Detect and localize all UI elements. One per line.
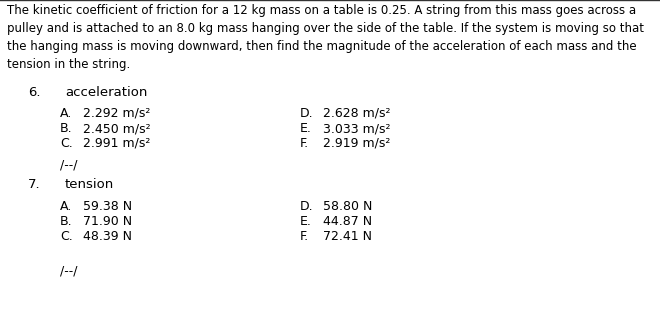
Text: 2.628 m/s²: 2.628 m/s² bbox=[323, 107, 391, 120]
Text: 6.: 6. bbox=[28, 86, 40, 99]
Text: 44.87 N: 44.87 N bbox=[323, 215, 372, 228]
Text: A.: A. bbox=[60, 200, 72, 213]
Text: F.: F. bbox=[300, 137, 309, 150]
Text: C.: C. bbox=[60, 230, 73, 243]
Text: 58.80 N: 58.80 N bbox=[323, 200, 372, 213]
Text: /--/: /--/ bbox=[60, 158, 77, 171]
Text: 2.991 m/s²: 2.991 m/s² bbox=[83, 137, 150, 150]
Text: tension: tension bbox=[65, 178, 114, 191]
Text: 7.: 7. bbox=[28, 178, 41, 191]
Text: D.: D. bbox=[300, 200, 314, 213]
Text: acceleration: acceleration bbox=[65, 86, 147, 99]
Text: 48.39 N: 48.39 N bbox=[83, 230, 132, 243]
Text: B.: B. bbox=[60, 215, 73, 228]
Text: C.: C. bbox=[60, 137, 73, 150]
Text: E.: E. bbox=[300, 215, 312, 228]
Text: 2.919 m/s²: 2.919 m/s² bbox=[323, 137, 390, 150]
Text: D.: D. bbox=[300, 107, 314, 120]
Text: E.: E. bbox=[300, 122, 312, 135]
Text: 72.41 N: 72.41 N bbox=[323, 230, 372, 243]
Text: /--/: /--/ bbox=[60, 264, 77, 277]
Text: A.: A. bbox=[60, 107, 72, 120]
Text: 71.90 N: 71.90 N bbox=[83, 215, 132, 228]
Text: F.: F. bbox=[300, 230, 309, 243]
Text: B.: B. bbox=[60, 122, 73, 135]
Text: 59.38 N: 59.38 N bbox=[83, 200, 132, 213]
Text: 2.450 m/s²: 2.450 m/s² bbox=[83, 122, 150, 135]
Text: 3.033 m/s²: 3.033 m/s² bbox=[323, 122, 391, 135]
Text: The kinetic coefficient of friction for a 12 kg mass on a table is 0.25. A strin: The kinetic coefficient of friction for … bbox=[7, 4, 644, 71]
Text: 2.292 m/s²: 2.292 m/s² bbox=[83, 107, 150, 120]
